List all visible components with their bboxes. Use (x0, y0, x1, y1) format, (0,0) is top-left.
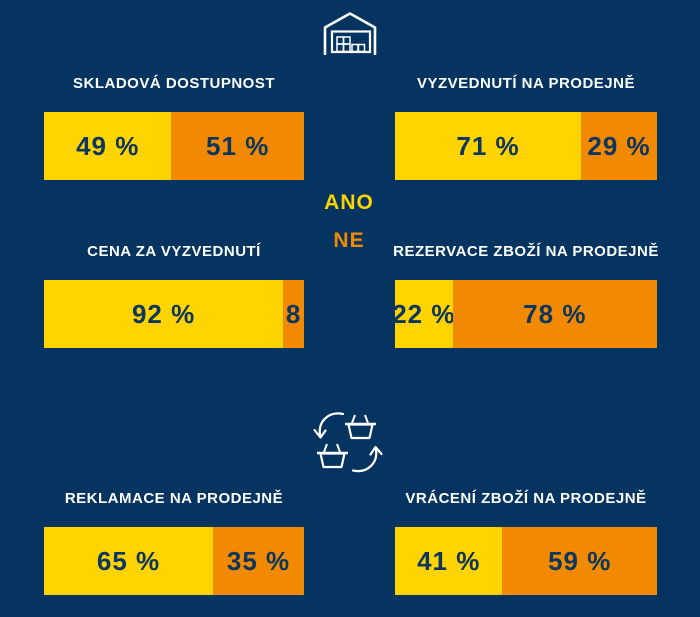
stacked-bar: 41 % 59 % (395, 527, 657, 595)
chart-reklamace-na-prodejne: REKLAMACE NA PRODEJNĚ 65 % 35 % (44, 489, 304, 595)
stacked-bar: 65 % 35 % (44, 527, 304, 595)
stacked-bar: 22 % 78 % (392, 280, 657, 348)
warehouse-icon (321, 10, 379, 55)
stacked-bar: 92 % 8 (44, 280, 304, 348)
chart-title: CENA ZA VYZVEDNUTÍ (87, 243, 261, 260)
bar-segment-yes: 71 % (395, 112, 582, 180)
bar-segment-no: 29 % (581, 112, 657, 180)
bar-segment-no: 35 % (213, 527, 304, 595)
bar-value-yes: 41 % (417, 545, 481, 576)
bar-segment-yes: 65 % (44, 527, 213, 595)
stacked-bar: 49 % 51 % (44, 112, 304, 180)
bar-value-no: 29 % (587, 130, 651, 161)
bar-segment-no: 51 % (171, 112, 304, 180)
chart-vyzvednuti-na-prodejne: VYZVEDNUTÍ NA PRODEJNĚ 71 % 29 % (395, 74, 657, 180)
stacked-bar: 71 % 29 % (395, 112, 657, 180)
chart-skladova-dostupnost: SKLADOVÁ DOSTUPNOST 49 % 51 % (44, 74, 304, 180)
bar-value-no: 78 % (523, 298, 587, 329)
bar-segment-yes: 49 % (44, 112, 172, 180)
basket-exchange-icon (312, 406, 384, 478)
bar-value-yes: 71 % (456, 130, 520, 161)
chart-title: SKLADOVÁ DOSTUPNOST (72, 75, 275, 92)
chart-title: REKLAMACE NA PRODEJNĚ (64, 490, 284, 507)
bar-value-no: 59 % (548, 545, 612, 576)
bar-segment-no: 78 % (452, 280, 657, 348)
bar-segment-yes: 41 % (395, 527, 503, 595)
chart-vraceni-zbozi-na-prodejne: VRÁCENÍ ZBOŽÍ NA PRODEJNĚ 41 % 59 % (395, 489, 657, 595)
chart-rezervace-zbozi-na-prodejne: REZERVACE ZBOŽÍ NA PRODEJNĚ 22 % 78 % (392, 242, 658, 348)
bar-value-yes: 49 % (76, 130, 140, 161)
chart-title: VYZVEDNUTÍ NA PRODEJNĚ (417, 75, 635, 92)
bar-segment-yes: 22 % (392, 280, 456, 348)
bar-segment-no: 8 (283, 280, 304, 348)
bar-value-no: 51 % (206, 130, 270, 161)
bar-value-yes: 22 % (392, 298, 456, 329)
bar-value-yes: 65 % (96, 545, 161, 576)
bar-value-no: 8 (285, 298, 302, 329)
bar-value-no: 35 % (226, 545, 291, 576)
bar-segment-no: 59 % (502, 527, 657, 595)
legend: ANO NE (297, 191, 401, 253)
chart-cena-za-vyzvednuti: CENA ZA VYZVEDNUTÍ 92 % 8 (44, 242, 304, 348)
legend-no-label: NE (333, 229, 365, 252)
legend-yes-label: ANO (324, 191, 374, 214)
bar-segment-yes: 92 % (44, 280, 284, 348)
chart-title: VRÁCENÍ ZBOŽÍ NA PRODEJNĚ (405, 490, 647, 507)
chart-title: REZERVACE ZBOŽÍ NA PRODEJNĚ (393, 243, 659, 260)
bar-value-yes: 92 % (131, 298, 196, 329)
